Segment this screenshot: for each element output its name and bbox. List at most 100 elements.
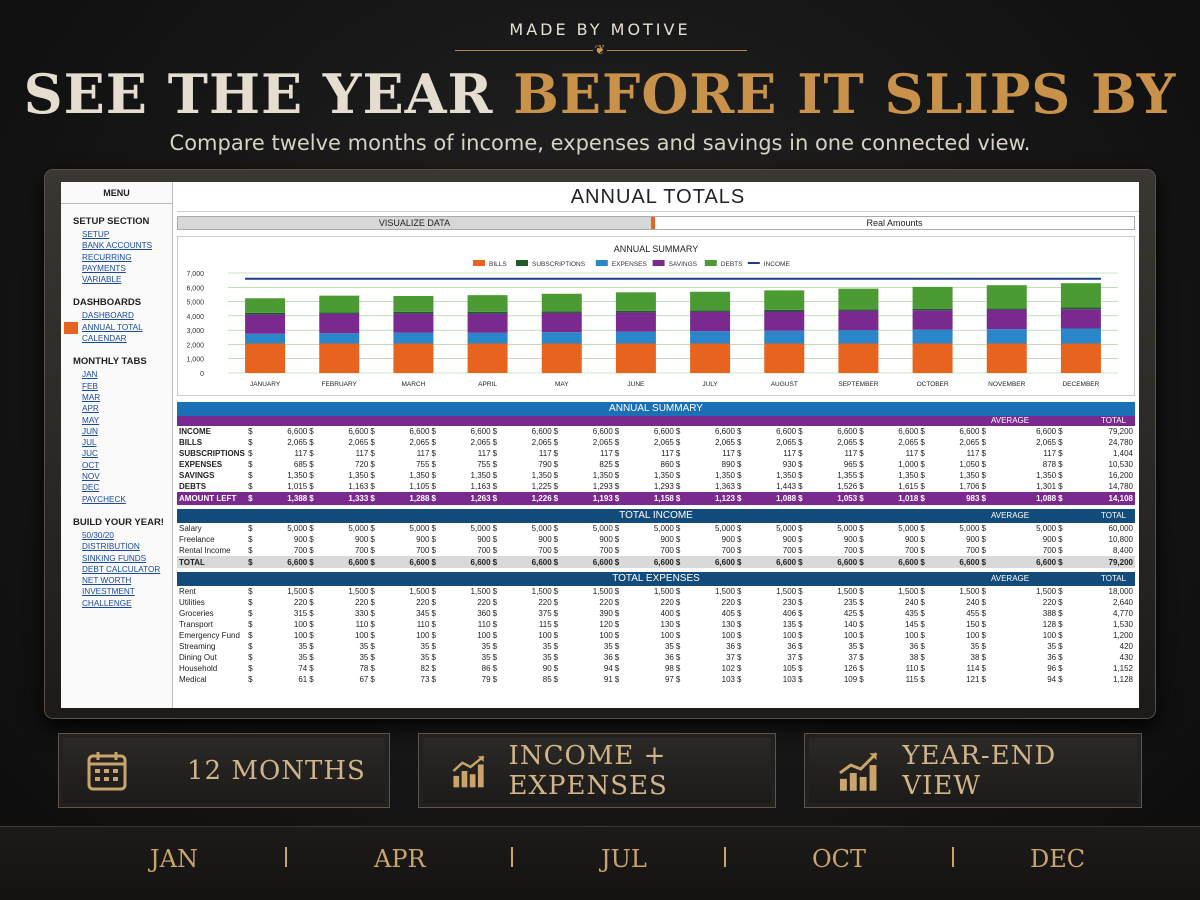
- currency-symbol: $: [309, 546, 314, 555]
- cell-value: 1,088: [747, 492, 799, 505]
- menu-link[interactable]: JUC: [82, 449, 98, 459]
- currency-symbol: $: [798, 620, 803, 629]
- cell-value: 35: [298, 642, 308, 651]
- avg-value: 220: [1042, 598, 1057, 607]
- bar-segment: [912, 286, 953, 309]
- menu-link[interactable]: FEB: [82, 381, 98, 391]
- table-row: Freelance $900 $900 $900 $900 $900 $900 $900 $90…: [177, 534, 1135, 545]
- bar-segment: [615, 343, 656, 373]
- menu-link[interactable]: NET WORTH: [82, 576, 132, 586]
- x-tick-label: JANUARY: [250, 381, 281, 388]
- currency-symbol: $: [309, 535, 314, 544]
- currency-symbol: $: [798, 438, 803, 447]
- menu-link[interactable]: NOV: [82, 472, 100, 482]
- row-label: Streaming: [179, 642, 216, 651]
- visualize-data-button[interactable]: VISUALIZE DATA: [178, 217, 651, 229]
- cell-value: 860: [660, 460, 674, 469]
- menu-link[interactable]: APR: [82, 404, 99, 414]
- menu-link[interactable]: BANK ACCOUNTS: [82, 241, 153, 251]
- growth-chart-icon: [839, 751, 878, 791]
- menu-link[interactable]: ANNUAL TOTAL: [64, 321, 172, 335]
- currency-symbol: $: [1058, 460, 1063, 469]
- menu-link[interactable]: PAYMENTS: [82, 263, 126, 273]
- currency-symbol: $: [737, 642, 742, 651]
- cell-value: 35: [359, 653, 369, 662]
- currency-symbol: $: [737, 664, 742, 673]
- currency-symbol: $: [553, 653, 559, 662]
- cell-value: 6,600: [869, 556, 921, 568]
- cell-value: 1,123: [685, 492, 737, 505]
- menu-link[interactable]: 50/30/20: [82, 530, 114, 540]
- currency-symbol: $: [431, 631, 436, 640]
- currency-symbol: $: [248, 471, 253, 480]
- cell-value: 5,000: [287, 524, 308, 533]
- avg-value: 96: [1047, 664, 1057, 673]
- total-value: 60,000: [1108, 524, 1133, 533]
- cell-value: 1,355: [837, 471, 858, 480]
- menu-link[interactable]: DEC: [82, 483, 100, 493]
- menu-link[interactable]: DEBT CALCULATOR: [82, 564, 161, 574]
- menu-link[interactable]: SINKING FUNDS: [82, 553, 147, 563]
- currency-symbol: $: [675, 524, 681, 533]
- cell-value: 455: [966, 609, 980, 618]
- menu-link[interactable]: SETUP: [82, 230, 110, 239]
- avg-value: 100: [1042, 631, 1057, 640]
- currency-symbol: $: [492, 675, 498, 684]
- currency-symbol: $: [431, 449, 436, 458]
- menu-link[interactable]: DISTRIBUTION: [82, 542, 140, 552]
- bar-segment: [1060, 343, 1101, 373]
- menu-link[interactable]: VARIABLE: [82, 275, 122, 285]
- currency-symbol: $: [431, 653, 436, 662]
- menu-link[interactable]: PAYCHECK: [82, 494, 126, 504]
- x-tick-label: MAY: [555, 381, 569, 388]
- menu-link[interactable]: JUN: [82, 426, 98, 436]
- currency-symbol: $: [309, 664, 314, 673]
- menu-link[interactable]: CHALLENGE: [82, 598, 132, 608]
- currency-symbol: $: [981, 438, 986, 447]
- cell-value: 1,053: [808, 492, 860, 505]
- currency-symbol: $: [492, 631, 498, 640]
- menu-link[interactable]: DASHBOARD: [82, 311, 134, 321]
- currency-symbol: $: [614, 427, 620, 436]
- currency-symbol: $: [553, 438, 559, 447]
- cell-value: 94: [603, 664, 613, 673]
- currency-symbol: $: [859, 471, 864, 480]
- cell-value: 2,065: [287, 438, 308, 447]
- bar-segment: [764, 309, 805, 312]
- currency-symbol: $: [431, 556, 442, 568]
- menu-link[interactable]: RECURRING: [82, 252, 132, 262]
- currency-symbol: $: [553, 492, 564, 505]
- menu-link[interactable]: OCT: [82, 460, 100, 470]
- x-tick-label: MARCH: [401, 381, 425, 388]
- menu-link[interactable]: MAY: [82, 415, 100, 425]
- menu-link[interactable]: JUL: [82, 438, 97, 448]
- currency-symbol: $: [859, 664, 864, 673]
- menu-link[interactable]: CALENDAR: [82, 334, 127, 344]
- table-row: Rent $1,500 $1,500 $1,500 $1,500 $1,500 $1,500…: [177, 586, 1135, 597]
- cell-value: 117: [294, 449, 308, 458]
- menu-group-build: 50/30/20 DISTRIBUTION SINKING FUNDS DEBT CA…: [61, 530, 172, 609]
- currency-symbol: $: [431, 427, 436, 436]
- currency-symbol: $: [248, 427, 253, 436]
- cell-value: 79: [481, 675, 491, 684]
- avg-value: 1,088: [991, 492, 1059, 505]
- bar-segment: [986, 308, 1027, 310]
- bar-segment: [1060, 307, 1101, 310]
- spreadsheet-screen: MENU SETUP SECTION SETUP BANK ACCOUNTS REC…: [61, 182, 1139, 708]
- cell-value: 983: [930, 492, 982, 505]
- currency-symbol: $: [920, 631, 925, 640]
- real-amounts-button[interactable]: Real Amounts: [866, 218, 923, 228]
- total-value: 79,200: [1068, 556, 1135, 568]
- cell-value: 700: [293, 546, 308, 555]
- cell-value: 1,288: [380, 492, 432, 505]
- cell-value: 37: [787, 653, 797, 662]
- cell-value: 6,600: [930, 556, 982, 568]
- menu-link[interactable]: MAR: [82, 392, 101, 402]
- cell-value: 100: [660, 631, 674, 640]
- currency-symbol: $: [798, 460, 803, 469]
- currency-symbol: $: [248, 642, 253, 651]
- currency-symbol: $: [553, 675, 559, 684]
- menu-link[interactable]: JAN: [82, 370, 98, 380]
- menu-link[interactable]: INVESTMENT: [82, 587, 135, 597]
- summary-table: INCOME $6,600 $6,600 $6,600 $6,600 $6,600 $6,6…: [177, 426, 1135, 505]
